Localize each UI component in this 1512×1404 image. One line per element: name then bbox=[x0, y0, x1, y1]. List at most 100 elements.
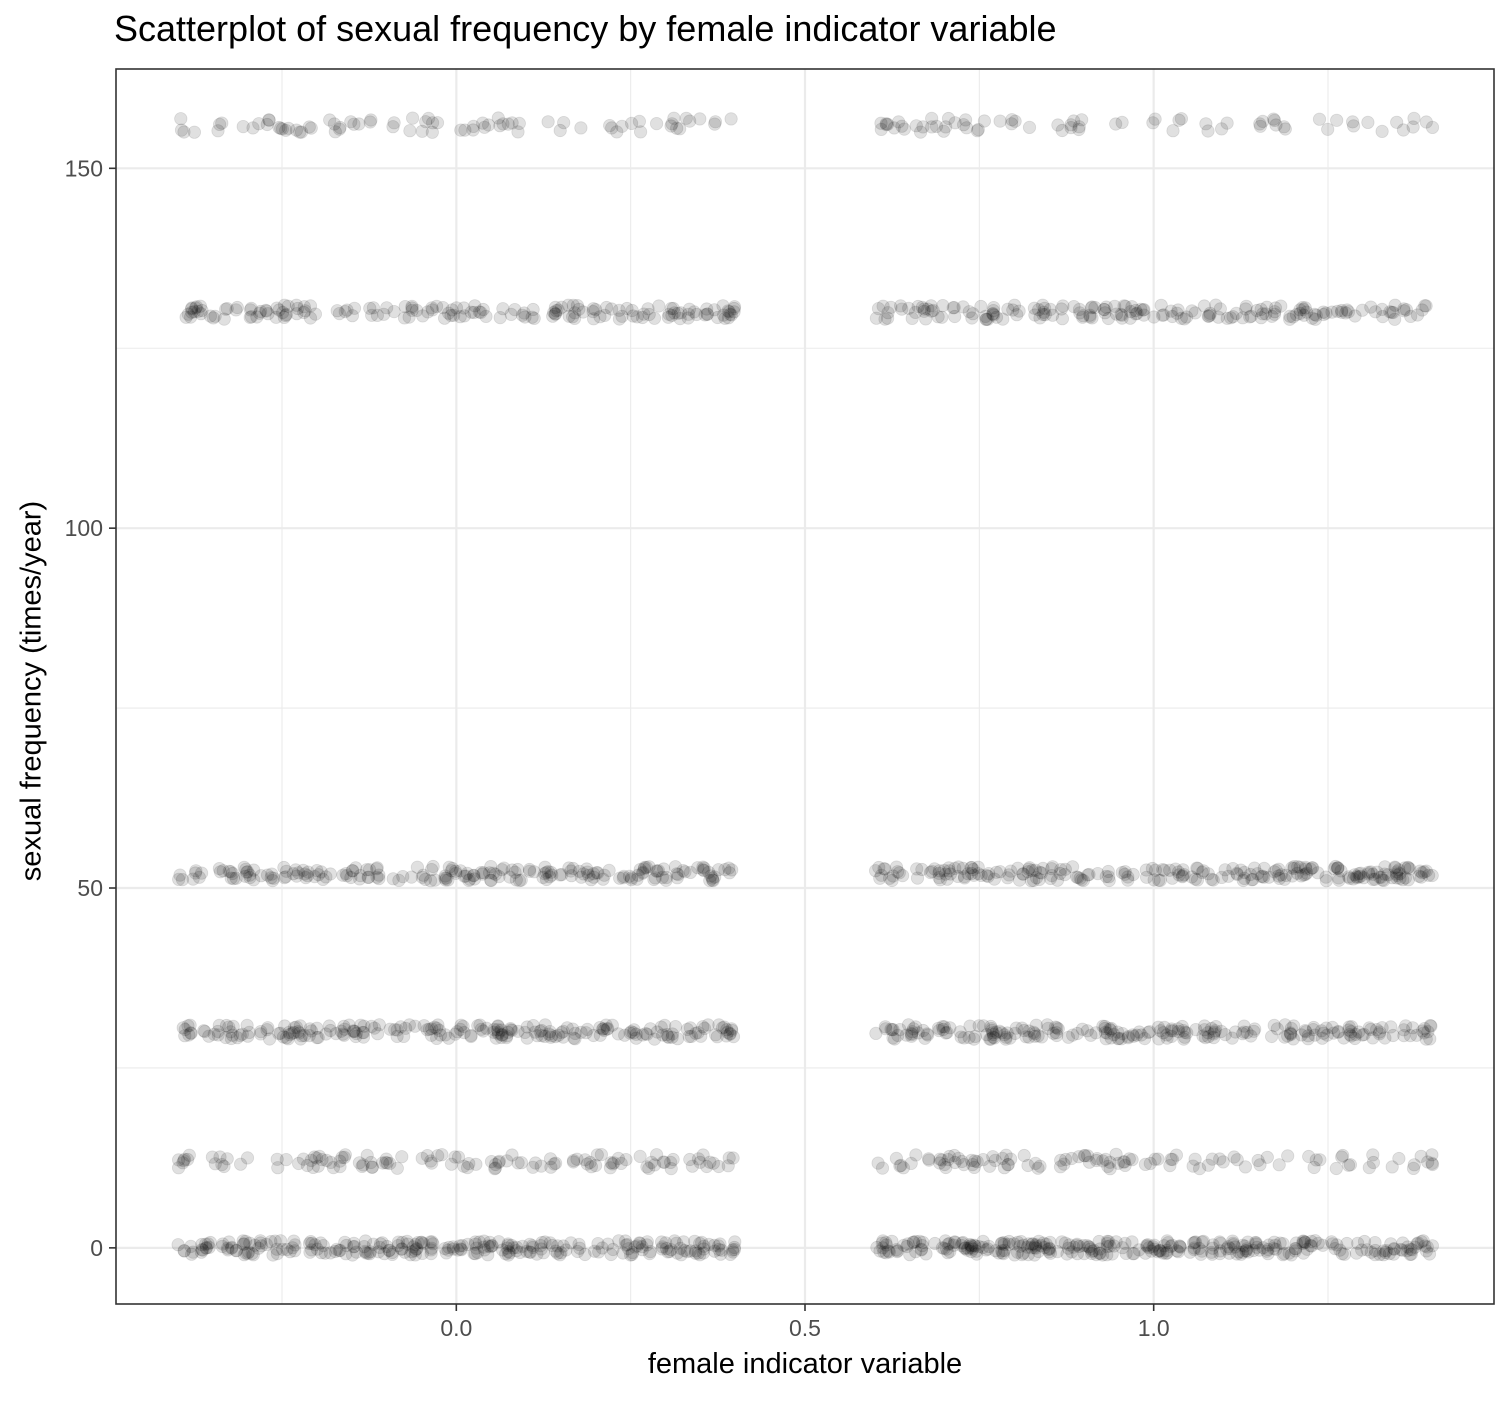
data-point bbox=[544, 1030, 558, 1044]
data-point bbox=[964, 1241, 978, 1255]
data-point bbox=[1247, 1024, 1261, 1038]
data-point bbox=[501, 1238, 515, 1253]
data-point bbox=[586, 302, 601, 316]
data-point bbox=[264, 1235, 278, 1249]
data-point bbox=[963, 1019, 977, 1033]
data-point bbox=[657, 1155, 672, 1169]
data-point bbox=[525, 1239, 540, 1253]
data-point bbox=[323, 1246, 337, 1260]
data-point bbox=[1423, 1032, 1437, 1046]
data-point bbox=[1226, 1238, 1241, 1252]
data-point bbox=[681, 307, 696, 321]
data-point bbox=[1342, 1158, 1356, 1172]
data-point bbox=[311, 1159, 325, 1173]
data-point bbox=[1281, 1149, 1295, 1163]
data-point bbox=[260, 117, 274, 132]
data-point bbox=[414, 1235, 428, 1249]
data-point bbox=[543, 870, 557, 884]
data-point bbox=[290, 869, 304, 883]
data-point bbox=[1373, 1025, 1387, 1039]
data-point bbox=[1036, 861, 1050, 876]
data-point bbox=[409, 1242, 423, 1256]
data-point bbox=[705, 873, 720, 887]
data-point bbox=[560, 1021, 574, 1035]
data-point bbox=[295, 1029, 309, 1043]
data-point bbox=[906, 1235, 920, 1249]
data-point bbox=[300, 869, 315, 883]
data-point bbox=[1379, 1245, 1393, 1260]
data-point bbox=[338, 1148, 352, 1162]
data-point bbox=[559, 1243, 573, 1257]
data-point bbox=[1029, 1241, 1043, 1255]
data-point bbox=[722, 861, 736, 875]
data-point bbox=[1282, 1246, 1296, 1260]
data-point bbox=[678, 865, 692, 879]
data-point bbox=[1072, 302, 1087, 316]
data-point bbox=[632, 1236, 646, 1250]
data-point bbox=[586, 312, 601, 326]
data-point bbox=[457, 869, 471, 883]
data-point bbox=[664, 1162, 678, 1176]
data-point bbox=[330, 1242, 344, 1256]
data-point bbox=[931, 1021, 946, 1035]
data-point bbox=[1017, 1148, 1031, 1163]
data-point bbox=[1206, 1241, 1220, 1255]
data-point bbox=[208, 1157, 222, 1171]
data-point bbox=[967, 1238, 981, 1252]
data-point bbox=[460, 866, 474, 881]
data-point bbox=[1362, 1161, 1376, 1175]
data-point bbox=[459, 869, 473, 883]
data-point bbox=[1003, 1031, 1017, 1045]
data-point bbox=[1136, 303, 1150, 317]
data-point bbox=[688, 1246, 703, 1260]
data-point bbox=[1147, 1238, 1161, 1252]
data-point bbox=[1256, 1241, 1270, 1255]
data-point bbox=[472, 305, 486, 319]
data-point bbox=[303, 311, 318, 325]
data-point bbox=[584, 873, 598, 887]
data-point bbox=[261, 1021, 275, 1035]
data-point bbox=[548, 307, 563, 321]
data-point bbox=[185, 302, 199, 316]
data-point bbox=[1299, 862, 1313, 876]
data-point bbox=[937, 1020, 951, 1034]
data-point bbox=[230, 300, 244, 315]
data-point bbox=[1022, 1030, 1036, 1044]
data-point bbox=[421, 111, 436, 126]
data-point bbox=[514, 873, 528, 887]
data-point bbox=[390, 1029, 404, 1044]
data-point bbox=[1040, 1018, 1054, 1032]
data-point bbox=[715, 1021, 730, 1035]
data-point bbox=[706, 1156, 721, 1170]
data-point bbox=[1072, 1150, 1086, 1164]
data-point bbox=[1366, 867, 1380, 881]
data-point bbox=[1076, 1239, 1091, 1253]
data-point bbox=[197, 1024, 211, 1038]
data-point bbox=[310, 1242, 324, 1256]
data-point bbox=[1072, 122, 1086, 137]
data-point bbox=[543, 1152, 558, 1166]
data-point bbox=[220, 1152, 234, 1166]
data-point bbox=[1253, 119, 1268, 133]
data-point bbox=[411, 1236, 425, 1250]
data-point bbox=[248, 1238, 262, 1252]
data-point bbox=[1111, 1025, 1125, 1039]
data-point bbox=[680, 1245, 694, 1259]
data-point bbox=[463, 872, 477, 886]
data-point bbox=[997, 1243, 1012, 1258]
data-point bbox=[1077, 1247, 1091, 1261]
data-point bbox=[722, 866, 737, 880]
data-point bbox=[492, 1154, 506, 1168]
data-point bbox=[410, 303, 424, 317]
data-point bbox=[1308, 1028, 1322, 1042]
data-point bbox=[503, 870, 517, 884]
data-point bbox=[328, 1244, 342, 1259]
data-point bbox=[715, 1243, 729, 1257]
data-point bbox=[511, 125, 525, 139]
data-point bbox=[1236, 1027, 1250, 1041]
data-point bbox=[1107, 1028, 1121, 1042]
data-point bbox=[1046, 1026, 1061, 1040]
data-point bbox=[1265, 1029, 1279, 1044]
data-point bbox=[1269, 1242, 1283, 1256]
data-point bbox=[424, 1247, 438, 1261]
